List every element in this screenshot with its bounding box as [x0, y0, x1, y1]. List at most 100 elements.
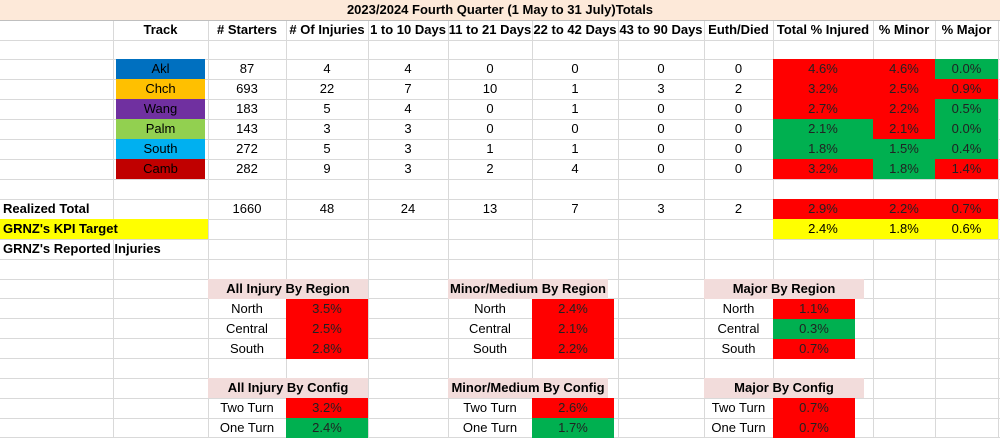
- track-11-21-days: 0: [486, 121, 494, 136]
- track-22-42-days: 1: [571, 101, 579, 116]
- region-table-row-value: 0.7%: [773, 339, 855, 359]
- track-22-42-days: 1: [571, 141, 579, 156]
- config-table-row-value: 1.7%: [532, 418, 614, 438]
- track-total-injured: 2.7%: [773, 99, 873, 119]
- track-injuries: 5: [323, 101, 331, 116]
- track-minor: 2.2%: [873, 99, 935, 119]
- track-total-injured: 1.8%: [773, 139, 873, 159]
- realized-43-90-days: 3: [657, 201, 665, 216]
- track-euth-died: 2: [734, 81, 743, 96]
- sheet-title: 2023/2024 Fourth Quarter (1 May to 31 Ju…: [0, 0, 1000, 21]
- config-table-row-value: 2.6%: [532, 398, 614, 418]
- track-11-21-days: 1: [486, 141, 494, 156]
- track-43-90-days: 0: [657, 101, 665, 116]
- region-table-row-value: 1.1%: [773, 299, 855, 319]
- track-22-42-days: 0: [571, 61, 579, 76]
- region-table-row-label: North: [474, 301, 506, 316]
- track-43-90-days: 0: [657, 61, 665, 76]
- realized-major: 0.7%: [935, 199, 998, 219]
- track-43-90-days: 0: [657, 161, 665, 176]
- track-starters: 87: [239, 61, 255, 76]
- track-euth-died: 0: [734, 101, 743, 116]
- header-euth-died: Euth/Died: [708, 22, 769, 37]
- track-major: 0.9%: [935, 79, 998, 99]
- realized-1-10-days: 24: [400, 201, 416, 216]
- config-table-row-label: One Turn: [462, 420, 518, 435]
- realized-22-42-days: 7: [571, 201, 579, 216]
- region-table-row-value: 3.5%: [286, 299, 368, 319]
- track-minor: 2.5%: [873, 79, 935, 99]
- track-11-21-days: 0: [486, 61, 494, 76]
- track-major: 0.5%: [935, 99, 998, 119]
- realized-injuries: 48: [319, 201, 335, 216]
- track-total-injured: 3.2%: [773, 79, 873, 99]
- region-table-row-value: 2.8%: [286, 339, 368, 359]
- header-1-10-days: 1 to 10 Days: [370, 22, 446, 37]
- track-euth-died: 0: [734, 141, 743, 156]
- header-total-injured: Total % Injured: [776, 22, 870, 37]
- realized-euth-died: 2: [734, 201, 743, 216]
- region-table-row-value: 2.2%: [532, 339, 614, 359]
- track-1-10-days: 4: [404, 61, 412, 76]
- region-table-row-label: North: [231, 301, 263, 316]
- track-22-42-days: 0: [571, 121, 579, 136]
- track-1-10-days: 7: [404, 81, 412, 96]
- track-major: 0.4%: [935, 139, 998, 159]
- region-table-row-label: South: [721, 341, 756, 356]
- header-track: Track: [143, 22, 178, 37]
- track-22-42-days: 4: [571, 161, 579, 176]
- region-table-row-value: 2.4%: [532, 299, 614, 319]
- track-total-injured: 2.1%: [773, 119, 873, 139]
- track-22-42-days: 1: [571, 81, 579, 96]
- track-euth-died: 0: [734, 161, 743, 176]
- track-starters: 693: [236, 81, 258, 96]
- track-injuries: 22: [319, 81, 335, 96]
- track-starters: 183: [236, 101, 258, 116]
- track-major: 0.0%: [935, 59, 998, 79]
- track-minor: 1.8%: [873, 159, 935, 179]
- header-minor: % Minor: [878, 22, 930, 37]
- track-1-10-days: 3: [404, 121, 412, 136]
- region-table-row-label: Central: [226, 321, 268, 336]
- track-11-21-days: 0: [486, 101, 494, 116]
- region-table-title-2: Major By Region: [704, 279, 864, 299]
- track-name-camb: Camb: [116, 159, 205, 179]
- header-starters: # Starters: [217, 22, 277, 37]
- track-injuries: 3: [323, 121, 331, 136]
- track-minor: 4.6%: [873, 59, 935, 79]
- track-injuries: 4: [323, 61, 331, 76]
- track-name-chch: Chch: [116, 79, 205, 99]
- config-table-title-0: All Injury By Config: [208, 378, 368, 398]
- region-table-row-label: South: [230, 341, 264, 356]
- config-table-row-label: Two Turn: [711, 400, 766, 415]
- config-table-row-label: One Turn: [219, 420, 275, 435]
- kpi-minor: 1.8%: [873, 219, 935, 239]
- region-table-row-label: North: [722, 301, 755, 316]
- config-table-row-label: Two Turn: [220, 400, 274, 415]
- track-euth-died: 0: [734, 61, 743, 76]
- realized-minor: 2.2%: [873, 199, 935, 219]
- track-starters: 143: [236, 121, 258, 136]
- config-table-row-label: One Turn: [711, 420, 766, 435]
- realized-starters: 1660: [232, 201, 262, 216]
- track-starters: 272: [236, 141, 258, 156]
- track-name-palm: Palm: [116, 119, 205, 139]
- header-injuries: # Of Injuries: [289, 22, 365, 37]
- track-minor: 1.5%: [873, 139, 935, 159]
- track-name-south: South: [116, 139, 205, 159]
- track-1-10-days: 3: [404, 161, 412, 176]
- region-table-row-value: 2.1%: [532, 319, 614, 339]
- track-minor: 2.1%: [873, 119, 935, 139]
- realized-total-injured: 2.9%: [773, 199, 873, 219]
- track-43-90-days: 0: [657, 141, 665, 156]
- track-total-injured: 4.6%: [773, 59, 873, 79]
- track-1-10-days: 3: [404, 141, 412, 156]
- region-table-row-value: 0.3%: [773, 319, 855, 339]
- track-injuries: 9: [323, 161, 331, 176]
- track-11-21-days: 2: [486, 161, 494, 176]
- header-major: % Major: [941, 22, 992, 37]
- track-injuries: 5: [323, 141, 331, 156]
- region-table-row-label: Central: [469, 321, 511, 336]
- config-table-title-1: Minor/Medium By Config: [448, 378, 608, 398]
- track-name-wang: Wang: [116, 99, 205, 119]
